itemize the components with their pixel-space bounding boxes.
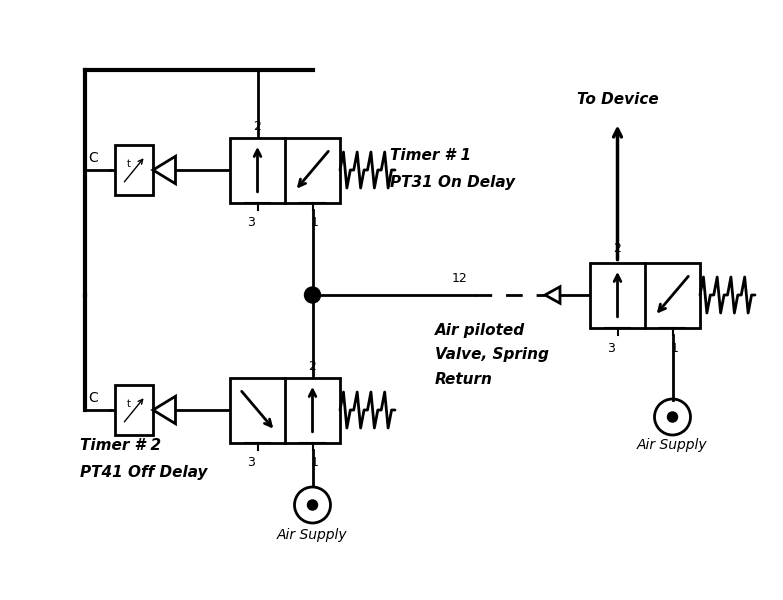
Bar	[115, 385, 153, 435]
Text: Valve, Spring: Valve, Spring	[435, 347, 549, 362]
Text: 2: 2	[309, 359, 316, 373]
Bar	[115, 145, 153, 195]
Polygon shape	[153, 396, 175, 424]
Text: 3: 3	[247, 457, 255, 469]
Polygon shape	[545, 287, 560, 303]
Bar	[230, 377, 340, 443]
Text: Return: Return	[435, 373, 493, 388]
Text: t: t	[126, 399, 130, 409]
Text: Air Supply: Air Supply	[637, 438, 708, 452]
Text: PT31 On Delay: PT31 On Delay	[390, 175, 515, 190]
Text: 12: 12	[452, 272, 468, 285]
Bar	[230, 137, 340, 202]
Text: PT41 Off Delay: PT41 Off Delay	[80, 464, 207, 479]
Text: Timer # 2: Timer # 2	[80, 437, 161, 452]
Text: C: C	[88, 391, 98, 405]
Polygon shape	[153, 156, 175, 184]
Text: 1: 1	[670, 341, 678, 355]
Text: 3: 3	[247, 217, 255, 229]
Text: 2: 2	[254, 119, 262, 133]
Text: C: C	[88, 151, 98, 165]
Text: 1: 1	[311, 217, 319, 229]
Text: Air Supply: Air Supply	[277, 528, 348, 542]
Text: t: t	[126, 159, 130, 169]
Text: To Device: To Device	[576, 92, 659, 107]
Text: 2: 2	[614, 241, 622, 254]
Text: Timer # 1: Timer # 1	[390, 148, 471, 163]
Circle shape	[305, 287, 320, 303]
Circle shape	[667, 412, 677, 422]
Circle shape	[308, 500, 318, 510]
Text: 3: 3	[608, 341, 615, 355]
Text: Air piloted: Air piloted	[435, 323, 525, 337]
Text: 1: 1	[311, 457, 319, 469]
Bar	[590, 263, 700, 328]
